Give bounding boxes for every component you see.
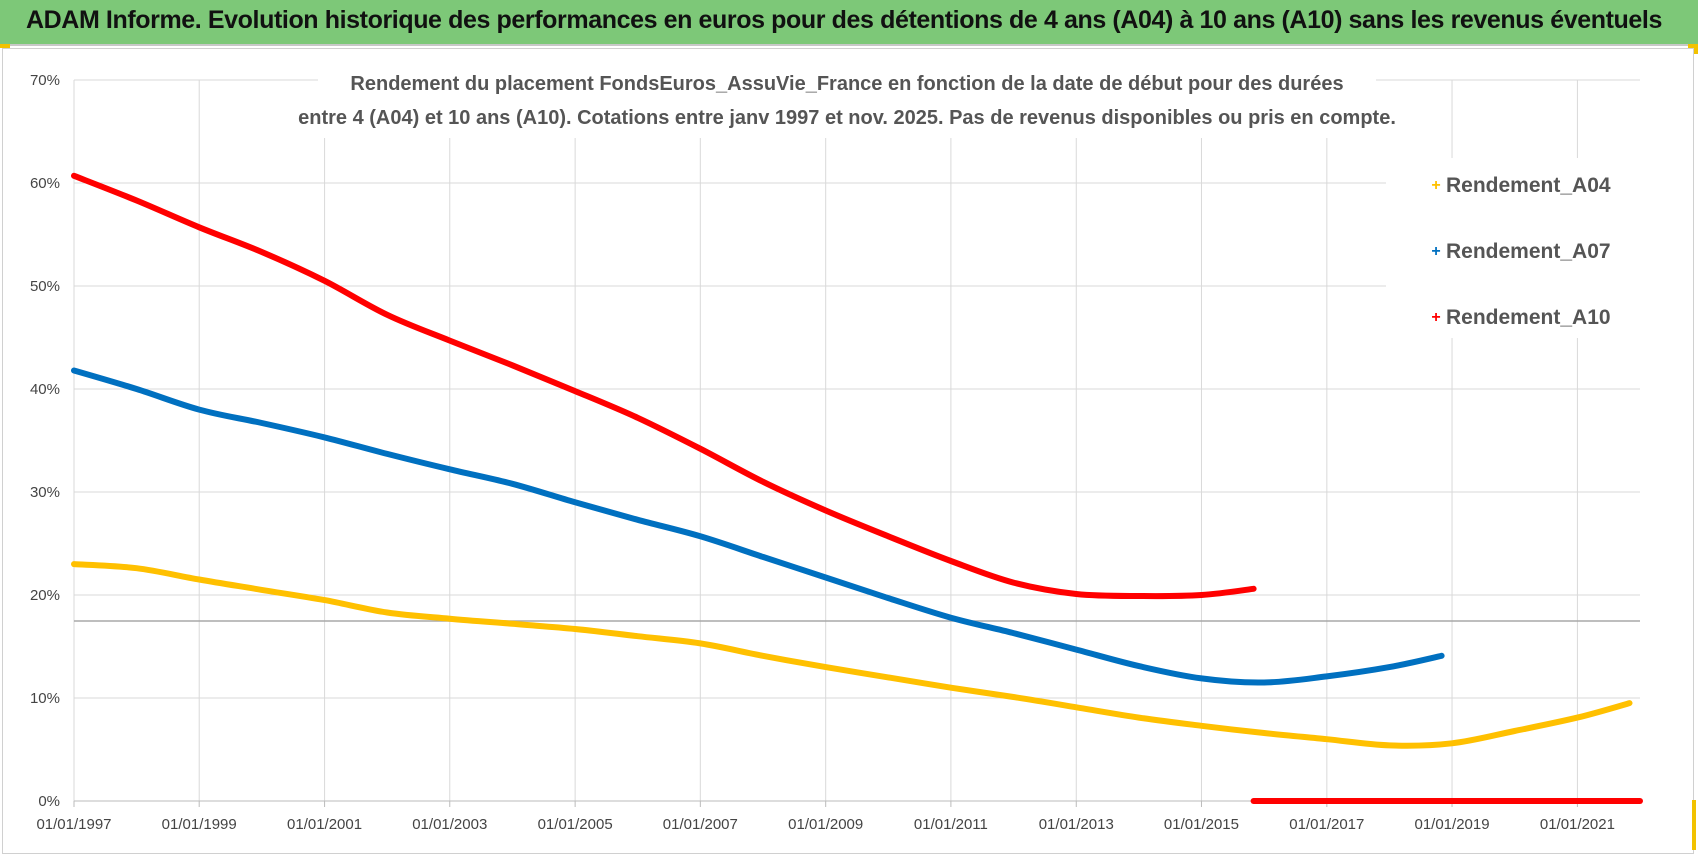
- x-tick-label: 01/01/2019: [1414, 816, 1489, 833]
- page-title: ADAM Informe. Evolution historique des p…: [26, 6, 1662, 34]
- legend-marker-icon: +: [1431, 177, 1440, 194]
- corner-mark-top-right-side: [1694, 44, 1698, 54]
- x-tick-label: 01/01/2021: [1540, 816, 1615, 833]
- header-banner: ADAM Informe. Evolution historique des p…: [0, 0, 1698, 46]
- corner-mark-top-right: [1688, 44, 1698, 48]
- series-lines: [71, 172, 1643, 804]
- x-tick-label: 01/01/1999: [162, 816, 237, 833]
- legend-item-rendement-a10: + Rendement_A10: [1431, 306, 1610, 329]
- x-tick-label: 01/01/2011: [914, 816, 988, 833]
- corner-mark-bottom-right: [1692, 800, 1696, 850]
- legend-marker-icon: +: [1431, 309, 1440, 326]
- legend-marker-icon: +: [1431, 243, 1440, 260]
- legend-label: Rendement_A07: [1446, 240, 1611, 263]
- chart-subtitle-line-1: Rendement du placement FondsEuros_AssuVi…: [350, 73, 1343, 95]
- chart-frame: [2, 48, 1694, 854]
- x-tick-label: 01/01/2003: [412, 816, 487, 833]
- x-tick-label: 01/01/2005: [538, 816, 613, 833]
- legend: + Rendement_A04 + Rendement_A07 + Rendement_A…: [1431, 174, 1611, 329]
- x-tick-label: 01/01/2001: [287, 816, 362, 833]
- y-tick-label: 40%: [30, 381, 60, 398]
- x-tick-label: 01/01/2017: [1289, 816, 1364, 833]
- legend-label: Rendement_A04: [1446, 174, 1611, 197]
- subtitle-background: [318, 58, 1376, 138]
- corner-mark-top-left: [0, 44, 10, 48]
- x-tick-label: 01/01/1997: [36, 816, 111, 833]
- y-tick-label: 0%: [38, 793, 60, 810]
- x-tick-label: 01/01/2007: [663, 816, 738, 833]
- x-axis-ticks: 01/01/1997 01/01/1999 01/01/2001 01/01/2003…: [36, 801, 1615, 833]
- y-tick-label: 20%: [30, 587, 60, 604]
- legend-item-rendement-a04: + Rendement_A04: [1431, 174, 1611, 197]
- x-tick-label: 01/01/2015: [1164, 816, 1239, 833]
- y-tick-label: 60%: [30, 175, 60, 192]
- y-tick-label: 70%: [30, 72, 60, 89]
- y-tick-label: 10%: [30, 690, 60, 707]
- y-axis-ticks: 0% 10% 20% 30% 40% 50% 60% 70%: [30, 72, 60, 810]
- y-tick-label: 50%: [30, 278, 60, 295]
- legend-background: [1386, 158, 1648, 338]
- x-tick-label: 01/01/2009: [788, 816, 863, 833]
- legend-item-rendement-a07: + Rendement_A07: [1431, 240, 1610, 263]
- series-line-rendement-a10: [71, 172, 1257, 600]
- legend-label: Rendement_A10: [1446, 306, 1611, 329]
- y-tick-label: 30%: [30, 484, 60, 501]
- chart-subtitle-line-2: entre 4 (A04) et 10 ans (A10). Cotations…: [298, 107, 1396, 129]
- grid-lines: [73, 79, 1640, 802]
- series-line-rendement-a04: [71, 561, 1633, 749]
- x-tick-label: 01/01/2013: [1039, 816, 1114, 833]
- series-line-rendement-a07: [71, 367, 1445, 686]
